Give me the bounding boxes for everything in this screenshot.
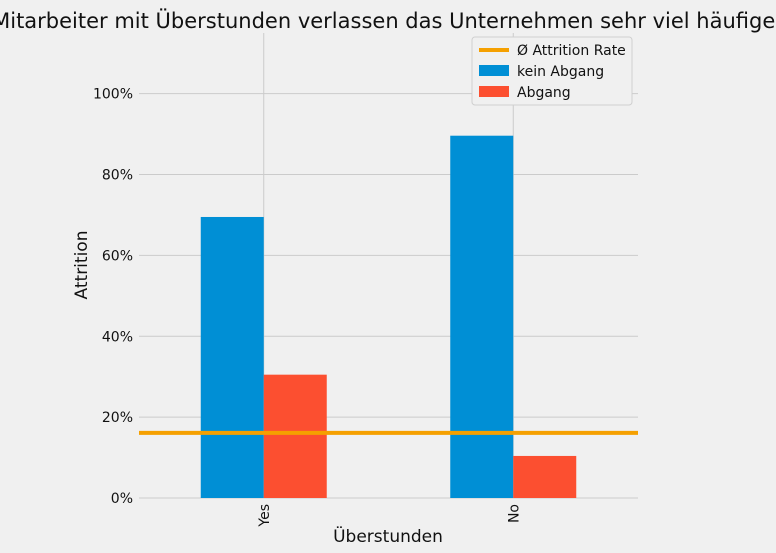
y-tick-label: 20%: [102, 410, 133, 426]
legend-swatch-kein-abgang: [479, 65, 509, 76]
y-axis-label: Attrition: [72, 231, 92, 300]
legend-swatch-abgang: [479, 86, 509, 97]
x-tick-label-yes: Yes: [257, 504, 273, 528]
y-tick-label: 0%: [111, 491, 133, 507]
x-axis-label: Überstunden: [333, 525, 443, 547]
bars: [200, 135, 577, 498]
y-tick-label: 60%: [102, 248, 133, 264]
chart-title: Mitarbeiter mit Überstunden verlassen da…: [0, 8, 776, 33]
y-tick-label: 40%: [102, 329, 133, 345]
legend-label-abgang: Abgang: [517, 85, 571, 101]
y-tick-labels: 0% 20% 40% 60% 80% 100%: [93, 87, 133, 507]
x-tick-label-no: No: [506, 504, 522, 523]
x-tick-labels: Yes No: [257, 504, 523, 528]
y-tick-label: 80%: [102, 168, 133, 184]
legend-label-kein-abgang: kein Abgang: [517, 64, 604, 80]
legend-label-reference: Ø Attrition Rate: [517, 43, 626, 59]
legend: Ø Attrition Rate kein Abgang Abgang: [471, 36, 633, 106]
legend-box: [471, 36, 633, 106]
bar-abgang-no: [513, 455, 577, 498]
bar-abgang-yes: [263, 374, 327, 498]
y-tick-label: 100%: [93, 87, 133, 103]
bar-kein-abgang-no: [450, 135, 514, 498]
bar-kein-abgang-yes: [200, 216, 264, 498]
